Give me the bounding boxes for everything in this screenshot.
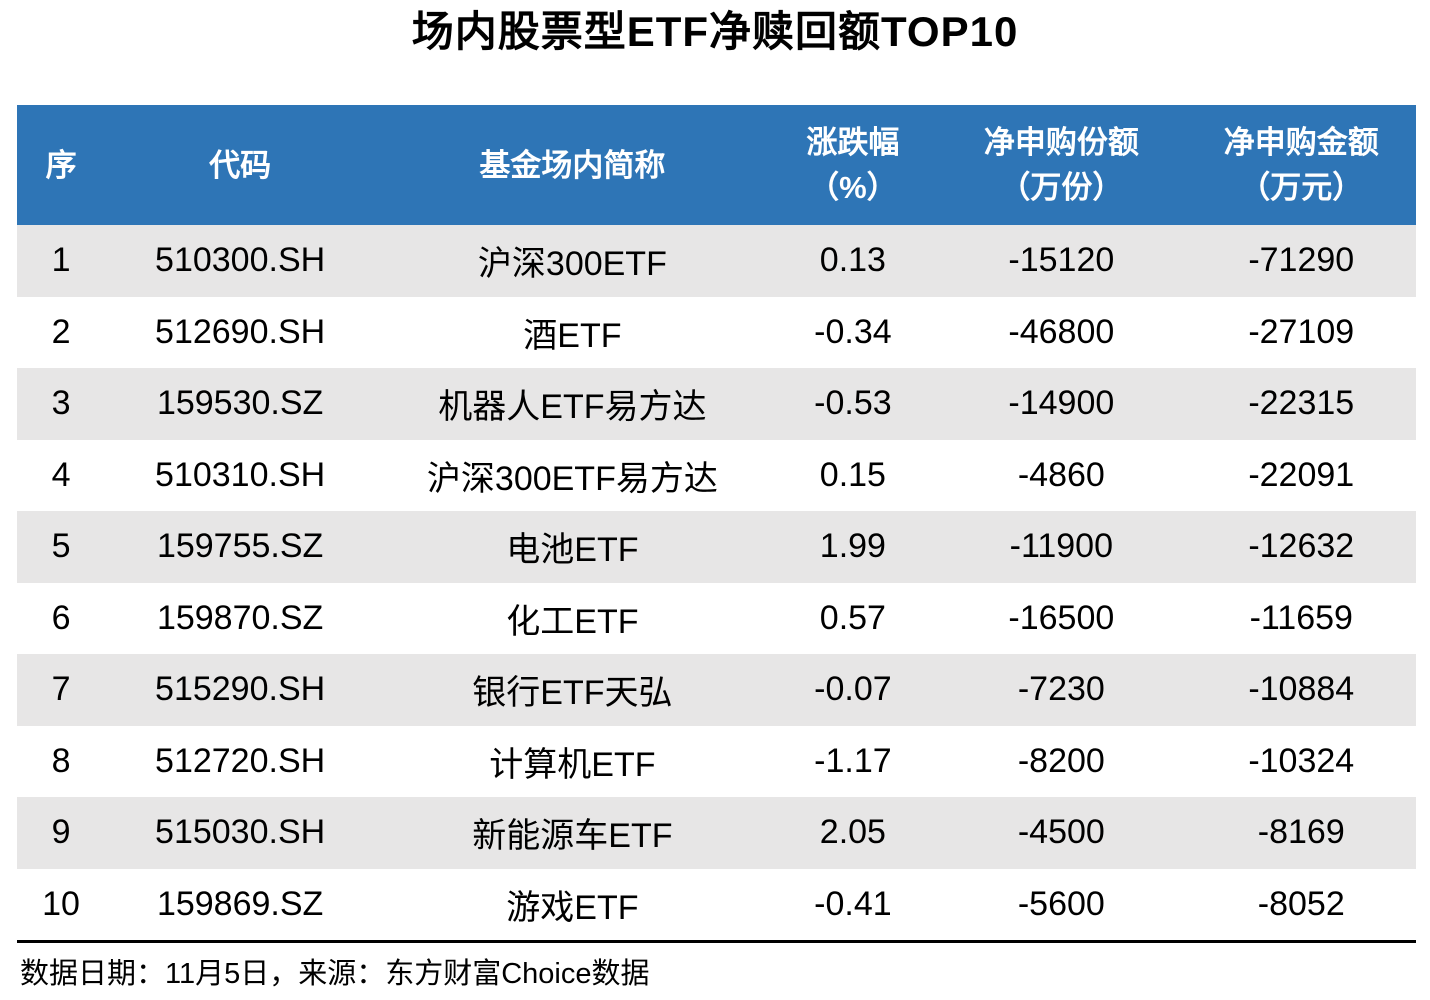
cell-net-amount: -8052: [1257, 884, 1345, 923]
cell-rank: 3: [51, 384, 71, 423]
table-row: 8 512720.SH 计算机ETF -1.17 -8200 -10324: [17, 726, 1416, 798]
cell-net-amount: -22091: [1248, 455, 1355, 494]
cell-rank: 1: [51, 241, 71, 280]
cell-net-amount: -22315: [1248, 384, 1355, 423]
cell-fund-name: 游戏ETF: [506, 888, 639, 927]
cell-code: 512690.SH: [155, 312, 326, 351]
cell-rank: 7: [51, 670, 71, 709]
cell-fund-name: 银行ETF天弘: [472, 674, 673, 713]
cell-rank: 6: [51, 598, 71, 637]
cell-rank: 4: [51, 455, 71, 494]
cell-net-shares: -11900: [1009, 527, 1113, 566]
cell-rank: 9: [51, 813, 71, 852]
cell-change-pct: -0.07: [814, 670, 892, 709]
cell-change-pct: -0.41: [814, 884, 892, 923]
cell-fund-name: 酒ETF: [523, 316, 622, 355]
column-header-unit: （万份）: [999, 170, 1124, 205]
cell-fund-name: 电池ETF: [506, 531, 639, 570]
cell-rank: 5: [51, 527, 71, 566]
table-row: 10 159869.SZ 游戏ETF -0.41 -5600 -8052: [17, 869, 1416, 941]
table-row: 9 515030.SH 新能源车ETF 2.05 -4500 -8169: [17, 797, 1416, 869]
cell-net-amount: -71290: [1248, 241, 1355, 280]
cell-code: 510300.SH: [155, 241, 326, 280]
cell-fund-name: 沪深300ETF: [477, 245, 667, 284]
cell-change-pct: 1.99: [819, 527, 886, 566]
column-header-label: 净申购份额: [983, 125, 1139, 160]
cell-net-shares: -15120: [1008, 241, 1115, 280]
column-header-unit: （%）: [808, 170, 898, 205]
column-header-label: 基金场内简称: [479, 147, 666, 183]
cell-net-amount: -12632: [1248, 527, 1355, 566]
table-header: 序 代码 基金场内简称 涨跌幅 （%） 净申购份额 （万份） 净申购金额: [17, 105, 1416, 225]
cell-net-shares: -14900: [1008, 384, 1115, 423]
cell-code: 515030.SH: [155, 813, 326, 852]
cell-code: 159870.SZ: [156, 598, 324, 637]
cell-code: 159755.SZ: [156, 527, 324, 566]
cell-fund-name: 化工ETF: [506, 602, 639, 641]
column-header-net-shares: 净申购份额 （万份）: [936, 105, 1187, 225]
cell-net-amount: -8169: [1257, 813, 1345, 852]
cell-fund-name: 计算机ETF: [489, 745, 656, 784]
cell-fund-name: 新能源车ETF: [472, 817, 673, 856]
cell-net-amount: -27109: [1248, 312, 1355, 351]
cell-code: 512720.SH: [155, 741, 326, 780]
cell-rank: 8: [51, 741, 71, 780]
table-body: 1 510300.SH 沪深300ETF 0.13 -15120 -71290 …: [17, 225, 1416, 940]
cell-change-pct: -0.34: [814, 312, 892, 351]
cell-net-shares: -8200: [1017, 741, 1105, 780]
cell-net-amount: -11659: [1249, 598, 1353, 637]
column-header-net-amount: 净申购金额 （万元）: [1186, 105, 1416, 225]
data-source-note: 数据日期：11月5日，来源：东方财富Choice数据: [17, 940, 1416, 992]
table-row: 6 159870.SZ 化工ETF 0.57 -16500 -11659: [17, 583, 1416, 655]
cell-net-shares: -4860: [1017, 455, 1105, 494]
column-header-unit: （万元）: [1239, 170, 1364, 205]
cell-net-shares: -16500: [1008, 598, 1115, 637]
cell-change-pct: 2.05: [819, 813, 886, 852]
column-header-label: 代码: [209, 147, 272, 183]
cell-code: 515290.SH: [155, 670, 326, 709]
cell-net-shares: -5600: [1017, 884, 1105, 923]
column-header-label: 净申购金额: [1223, 125, 1379, 160]
cell-net-amount: -10324: [1248, 741, 1355, 780]
table-row: 2 512690.SH 酒ETF -0.34 -46800 -27109: [17, 297, 1416, 369]
cell-code: 510310.SH: [155, 455, 326, 494]
table-row: 7 515290.SH 银行ETF天弘 -0.07 -7230 -10884: [17, 654, 1416, 726]
cell-change-pct: 0.15: [819, 455, 886, 494]
column-header-change-pct: 涨跌幅 （%）: [769, 105, 937, 225]
cell-change-pct: -0.53: [814, 384, 892, 423]
etf-redemption-table: 序 代码 基金场内简称 涨跌幅 （%） 净申购份额 （万份） 净申购金额: [17, 105, 1416, 940]
table-row: 1 510300.SH 沪深300ETF 0.13 -15120 -71290: [17, 225, 1416, 297]
cell-rank: 10: [42, 884, 80, 923]
cell-fund-name: 机器人ETF易方达: [438, 388, 707, 427]
table-row: 5 159755.SZ 电池ETF 1.99 -11900 -12632: [17, 511, 1416, 583]
column-header-code: 代码: [105, 105, 376, 225]
column-header-fund-name: 基金场内简称: [375, 105, 770, 225]
cell-rank: 2: [51, 312, 71, 351]
header-row: 序 代码 基金场内简称 涨跌幅 （%） 净申购份额 （万份） 净申购金额: [17, 105, 1416, 225]
cell-net-amount: -10884: [1248, 670, 1355, 709]
cell-net-shares: -46800: [1008, 312, 1115, 351]
cell-change-pct: 0.57: [819, 598, 886, 637]
cell-change-pct: -1.17: [814, 741, 892, 780]
column-header-label: 涨跌幅: [806, 125, 900, 160]
cell-change-pct: 0.13: [819, 241, 886, 280]
cell-code: 159530.SZ: [156, 384, 324, 423]
table-row: 4 510310.SH 沪深300ETF易方达 0.15 -4860 -2209…: [17, 440, 1416, 512]
table-row: 3 159530.SZ 机器人ETF易方达 -0.53 -14900 -2231…: [17, 368, 1416, 440]
page-title: 场内股票型ETF净赎回额TOP10: [411, 8, 1019, 55]
cell-net-shares: -7230: [1017, 670, 1105, 709]
column-header-label: 序: [45, 147, 77, 183]
column-header-rank: 序: [17, 105, 106, 225]
cell-fund-name: 沪深300ETF易方达: [426, 459, 718, 498]
cell-net-shares: -4500: [1017, 813, 1105, 852]
cell-code: 159869.SZ: [156, 884, 324, 923]
